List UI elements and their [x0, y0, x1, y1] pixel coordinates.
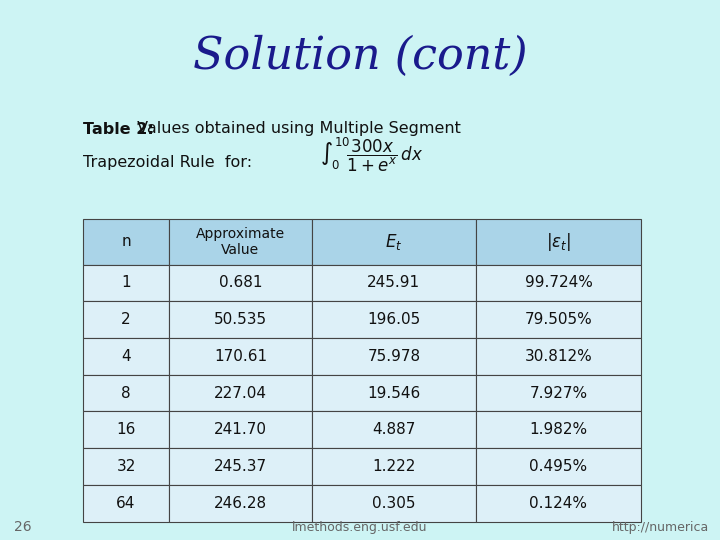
Bar [169, 219, 312, 265]
Text: 64: 64 [117, 496, 136, 511]
Bar [476, 448, 641, 485]
Text: 246.28: 246.28 [214, 496, 267, 511]
Bar [476, 411, 641, 448]
Text: $\int_0^{10}\!\dfrac{300x}{1+e^x}\,dx$: $\int_0^{10}\!\dfrac{300x}{1+e^x}\,dx$ [320, 135, 423, 174]
Bar [312, 411, 476, 448]
Text: 0.495%: 0.495% [529, 459, 588, 474]
Text: 19.546: 19.546 [367, 386, 420, 401]
Text: 1: 1 [121, 275, 131, 291]
Text: 241.70: 241.70 [214, 422, 267, 437]
Text: 4.887: 4.887 [372, 422, 415, 437]
Bar [476, 265, 641, 301]
Bar [312, 375, 476, 411]
Text: 16: 16 [117, 422, 136, 437]
Text: 1.982%: 1.982% [529, 422, 588, 437]
Bar [476, 375, 641, 411]
Bar [169, 301, 312, 338]
Bar [312, 219, 476, 265]
Text: 196.05: 196.05 [367, 312, 420, 327]
Text: http://numerica: http://numerica [612, 521, 709, 534]
Text: Trapezoidal Rule  for:: Trapezoidal Rule for: [83, 155, 252, 170]
Bar [169, 448, 312, 485]
Bar [476, 219, 641, 265]
Text: 4: 4 [121, 349, 131, 364]
Text: 245.91: 245.91 [367, 275, 420, 291]
Text: 30.812%: 30.812% [525, 349, 593, 364]
Text: 0.681: 0.681 [219, 275, 262, 291]
Text: 75.978: 75.978 [367, 349, 420, 364]
Text: Solution (cont): Solution (cont) [193, 35, 527, 78]
Text: 1.222: 1.222 [372, 459, 415, 474]
Bar [169, 485, 312, 522]
Bar [169, 411, 312, 448]
Bar [312, 485, 476, 522]
Bar [312, 301, 476, 338]
Text: n: n [121, 234, 131, 249]
Bar [83, 219, 169, 265]
Text: $E_t$: $E_t$ [385, 232, 402, 252]
Bar [169, 265, 312, 301]
Text: Table 2:: Table 2: [83, 122, 153, 137]
Text: 79.505%: 79.505% [525, 312, 593, 327]
Bar [83, 448, 169, 485]
Bar [476, 485, 641, 522]
Bar [312, 338, 476, 375]
Text: $|\epsilon_t|$: $|\epsilon_t|$ [546, 231, 571, 253]
Bar [476, 301, 641, 338]
Text: lmethods.eng.usf.edu: lmethods.eng.usf.edu [292, 521, 428, 534]
Bar [83, 301, 169, 338]
Text: 50.535: 50.535 [214, 312, 267, 327]
Text: 26: 26 [14, 519, 32, 534]
Text: 8: 8 [121, 386, 131, 401]
Text: 245.37: 245.37 [214, 459, 267, 474]
Text: 7.927%: 7.927% [529, 386, 588, 401]
Bar [83, 375, 169, 411]
Bar [312, 448, 476, 485]
Bar [83, 485, 169, 522]
Text: 32: 32 [117, 459, 136, 474]
Text: 0.124%: 0.124% [529, 496, 588, 511]
Text: Values obtained using Multiple Segment: Values obtained using Multiple Segment [132, 122, 461, 137]
Text: 170.61: 170.61 [214, 349, 267, 364]
Bar [83, 265, 169, 301]
Bar [83, 411, 169, 448]
Text: Approximate
Value: Approximate Value [196, 227, 285, 256]
Bar [312, 265, 476, 301]
Bar [169, 375, 312, 411]
Text: 0.305: 0.305 [372, 496, 415, 511]
Text: 227.04: 227.04 [214, 386, 267, 401]
Bar [169, 338, 312, 375]
Bar [83, 338, 169, 375]
Bar [476, 338, 641, 375]
Text: 2: 2 [121, 312, 131, 327]
Text: 99.724%: 99.724% [525, 275, 593, 291]
